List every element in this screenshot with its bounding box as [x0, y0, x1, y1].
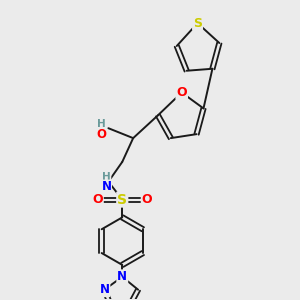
Text: O: O	[92, 193, 103, 206]
Text: O: O	[176, 86, 187, 99]
Text: S: S	[193, 17, 202, 30]
Text: O: O	[97, 128, 106, 141]
Text: N: N	[99, 283, 110, 296]
Text: S: S	[117, 193, 127, 206]
Text: O: O	[142, 193, 152, 206]
Text: H: H	[97, 119, 106, 129]
Text: N: N	[117, 270, 127, 283]
Text: H: H	[102, 172, 111, 182]
Text: N: N	[101, 180, 111, 193]
